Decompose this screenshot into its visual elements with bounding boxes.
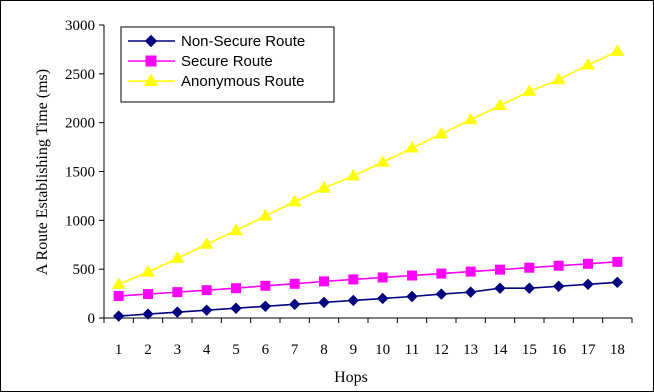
y-tick-label: 2500 xyxy=(65,67,95,83)
data-point-secure-route xyxy=(172,287,183,298)
data-point-secure-route xyxy=(495,264,505,275)
data-point-anonymous-route xyxy=(405,141,419,153)
legend-swatch-marker xyxy=(143,73,159,86)
legend-label: Anonymous Route xyxy=(181,73,304,90)
data-point-secure-route xyxy=(260,280,271,291)
x-tick-label: 2 xyxy=(144,342,152,358)
data-point-secure-route xyxy=(113,291,124,302)
x-tick-label: 5 xyxy=(232,342,240,358)
data-point-secure-route xyxy=(612,256,623,267)
data-point-non-secure-route xyxy=(552,280,565,292)
data-point-anonymous-route xyxy=(229,223,243,236)
x-tick-label: 17 xyxy=(581,342,597,358)
data-point-anonymous-route xyxy=(170,251,185,263)
data-point-non-secure-route xyxy=(582,278,594,291)
y-axis-title: A Route Establishing Time (ms) xyxy=(34,69,51,275)
data-point-non-secure-route xyxy=(171,306,184,318)
data-point-anonymous-route xyxy=(141,265,155,277)
data-point-secure-route xyxy=(377,272,388,283)
legend: Non-Secure Route Secure Route Anonymous Ro… xyxy=(120,26,335,103)
x-tick-label: 11 xyxy=(405,342,419,358)
data-point-secure-route xyxy=(348,274,359,285)
x-tick-label: 6 xyxy=(262,342,270,358)
data-point-secure-route xyxy=(143,289,153,300)
data-point-anonymous-route xyxy=(346,168,361,181)
data-point-non-secure-route xyxy=(611,276,624,289)
y-tick-label: 0 xyxy=(88,311,96,327)
legend-item-secure-route: Secure Route xyxy=(128,53,273,70)
series-anonymous-route xyxy=(111,44,625,289)
data-point-anonymous-route xyxy=(493,98,507,111)
x-tick-label: 9 xyxy=(350,342,358,358)
y-tick-label: 3000 xyxy=(65,18,95,34)
data-point-anonymous-route xyxy=(551,72,566,85)
data-point-anonymous-route xyxy=(522,84,537,96)
y-tick-label: 1000 xyxy=(65,213,95,229)
data-point-secure-route xyxy=(524,262,535,273)
data-point-anonymous-route xyxy=(199,237,214,249)
data-point-anonymous-route xyxy=(111,277,126,289)
x-tick-label: 16 xyxy=(551,342,567,358)
x-tick-label: 1 xyxy=(115,342,123,358)
series-non-secure-route xyxy=(112,276,624,322)
series-layer xyxy=(111,44,625,322)
x-tick-label: 12 xyxy=(434,342,449,358)
x-tick-label: 15 xyxy=(522,342,537,358)
x-tick-label: 7 xyxy=(291,342,299,358)
data-point-anonymous-route xyxy=(581,58,595,70)
data-point-non-secure-route xyxy=(288,298,301,311)
legend-label: Non-Secure Route xyxy=(181,33,305,50)
data-point-non-secure-route xyxy=(112,310,125,322)
data-point-non-secure-route xyxy=(318,296,330,309)
legend-swatch-marker xyxy=(145,55,157,67)
data-point-non-secure-route xyxy=(376,292,389,305)
legend-swatch-marker xyxy=(144,34,158,48)
data-point-non-secure-route xyxy=(494,282,506,294)
data-point-non-secure-route xyxy=(347,294,360,307)
x-axis-title: Hops xyxy=(334,369,368,386)
legend-label: Secure Route xyxy=(181,53,273,70)
data-point-non-secure-route xyxy=(406,290,418,303)
x-tick-label: 3 xyxy=(174,342,182,358)
data-point-anonymous-route xyxy=(287,194,302,207)
data-point-non-secure-route xyxy=(200,304,213,316)
data-point-non-secure-route xyxy=(523,282,536,294)
data-point-anonymous-route xyxy=(375,155,390,167)
data-point-secure-route xyxy=(407,270,417,281)
data-point-secure-route xyxy=(436,268,447,279)
x-tick-label: 18 xyxy=(610,342,625,358)
x-tick-label: 14 xyxy=(493,342,509,358)
data-point-non-secure-route xyxy=(230,302,242,314)
data-point-anonymous-route xyxy=(258,208,273,221)
y-tick-label: 500 xyxy=(73,262,96,278)
data-point-anonymous-route xyxy=(434,126,449,139)
data-point-secure-route xyxy=(583,258,593,269)
series-secure-route xyxy=(113,256,623,302)
data-point-anonymous-route xyxy=(610,44,625,56)
data-point-secure-route xyxy=(319,276,329,287)
x-tick-label: 13 xyxy=(463,342,478,358)
y-tick-label: 1500 xyxy=(65,165,95,181)
data-point-secure-route xyxy=(231,283,241,294)
data-point-non-secure-route xyxy=(259,300,272,312)
legend-item-non-secure-route: Non-Secure Route xyxy=(128,33,305,50)
data-point-non-secure-route xyxy=(464,286,477,298)
data-point-anonymous-route xyxy=(317,181,331,193)
data-point-secure-route xyxy=(465,266,476,277)
data-point-secure-route xyxy=(289,278,300,289)
data-point-secure-route xyxy=(201,285,212,296)
y-tick-label: 2000 xyxy=(65,116,95,132)
data-point-anonymous-route xyxy=(463,112,478,125)
legend-item-anonymous-route: Anonymous Route xyxy=(128,73,304,90)
x-tick-label: 4 xyxy=(203,342,211,358)
x-tick-label: 8 xyxy=(320,342,328,358)
data-point-non-secure-route xyxy=(142,308,154,320)
data-point-non-secure-route xyxy=(435,288,448,300)
data-point-secure-route xyxy=(553,260,564,271)
x-tick-label: 10 xyxy=(375,342,390,358)
